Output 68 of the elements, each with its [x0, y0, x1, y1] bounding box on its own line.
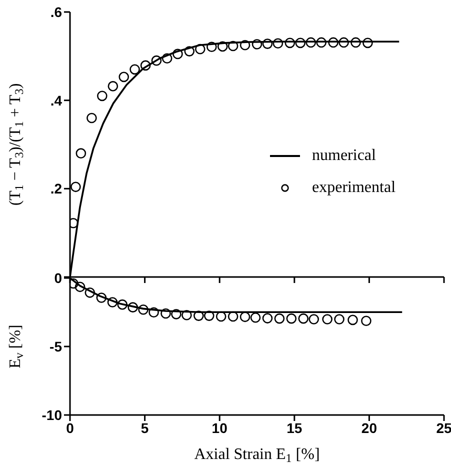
point — [361, 316, 372, 326]
x-tick-label: 0 — [66, 420, 74, 436]
point — [162, 53, 172, 64]
point — [107, 297, 118, 308]
point — [338, 37, 349, 48]
x-tick-label: 10 — [212, 420, 228, 436]
point — [308, 314, 320, 324]
point — [140, 60, 151, 71]
point — [193, 310, 204, 321]
point — [240, 312, 250, 322]
point — [160, 308, 171, 319]
x-tick-label: 5 — [140, 420, 149, 436]
point — [322, 314, 332, 324]
point — [295, 38, 306, 48]
point — [182, 310, 192, 320]
point — [252, 39, 262, 50]
point — [194, 44, 206, 54]
y-tick-label: -10 — [42, 406, 62, 423]
y-tick-label: 0 — [54, 270, 62, 286]
point — [262, 313, 273, 324]
x-tick-label: 20 — [361, 420, 378, 436]
point — [128, 302, 138, 312]
point — [84, 288, 96, 298]
x-tick-label: 15 — [286, 420, 302, 436]
legend-label: numerical — [312, 147, 376, 165]
point — [171, 309, 182, 320]
point — [86, 112, 97, 124]
point — [70, 182, 81, 192]
point — [97, 90, 108, 102]
point — [228, 40, 238, 52]
point — [206, 42, 217, 52]
point — [148, 307, 159, 318]
point — [240, 40, 250, 50]
x-axis-title: Axial Strain E$_{1}$ [%] — [194, 446, 320, 465]
y-tick-label: .6 — [50, 4, 62, 20]
point — [350, 37, 361, 48]
point — [216, 311, 226, 322]
y-tick-label: -5 — [50, 338, 62, 354]
point — [117, 299, 128, 310]
point — [306, 37, 316, 48]
point — [272, 38, 284, 49]
point — [328, 37, 338, 48]
point — [151, 55, 162, 66]
point — [362, 38, 373, 48]
point — [286, 313, 297, 324]
point — [76, 148, 86, 158]
legend-label: experimental — [312, 179, 396, 197]
point — [138, 304, 148, 315]
point — [96, 292, 107, 303]
point — [74, 282, 86, 292]
y-tick-label: .2 — [50, 180, 62, 197]
point — [228, 311, 238, 322]
point — [298, 313, 309, 324]
point — [316, 37, 326, 48]
point — [334, 314, 344, 324]
point — [118, 72, 130, 82]
point — [172, 48, 183, 60]
point — [274, 313, 285, 324]
point — [262, 38, 273, 49]
point — [108, 81, 118, 92]
point — [284, 38, 296, 48]
point — [217, 41, 228, 52]
point — [204, 310, 214, 321]
point — [250, 312, 261, 323]
point — [348, 314, 358, 326]
point — [130, 64, 140, 75]
y-tick-label: .4 — [50, 92, 62, 108]
point — [184, 46, 195, 56]
